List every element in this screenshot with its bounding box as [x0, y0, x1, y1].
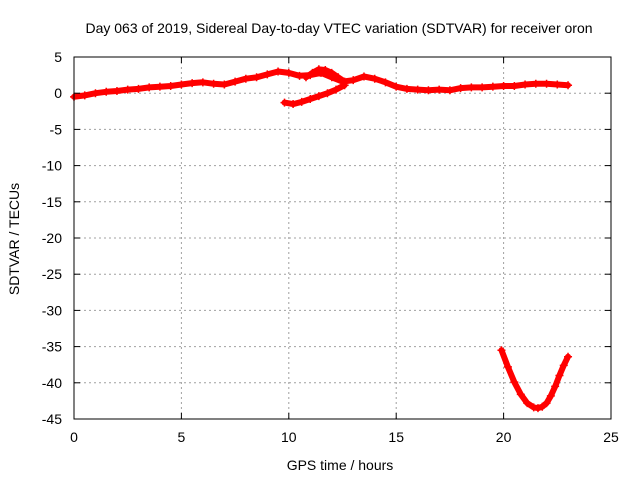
data-point: [166, 81, 175, 90]
data-point: [531, 79, 540, 88]
x-tick-label: 5: [178, 429, 186, 445]
data-point: [209, 79, 218, 88]
data-point: [295, 71, 304, 80]
chart-title: Day 063 of 2019, Sidereal Day-to-day VTE…: [85, 20, 592, 36]
data-point: [321, 66, 330, 75]
data-point: [284, 68, 293, 77]
data-point: [551, 382, 560, 391]
data-point: [381, 78, 390, 87]
data-point: [323, 89, 332, 98]
data-point: [188, 79, 197, 88]
data-point: [301, 73, 310, 82]
grid: [74, 57, 611, 419]
data-point: [220, 80, 229, 89]
data-point: [314, 92, 323, 101]
data-point: [263, 70, 272, 79]
data-point: [478, 83, 487, 92]
x-axis: 0 5 10 15 20 25: [70, 57, 619, 445]
data-point: [308, 68, 317, 77]
data-point: [488, 82, 497, 91]
data-point: [503, 362, 512, 371]
data-point: [510, 81, 519, 90]
data-point: [456, 84, 465, 93]
data-point: [510, 378, 519, 387]
data-point: [402, 84, 411, 93]
data-point: [533, 404, 542, 413]
data-point: [349, 76, 358, 85]
data-point: [559, 361, 568, 370]
data-point: [252, 73, 261, 82]
data-point: [198, 78, 207, 87]
data-point: [497, 346, 506, 355]
data-point: [297, 97, 306, 106]
data-point: [80, 91, 89, 100]
data-point: [542, 399, 551, 408]
data-point: [274, 67, 283, 76]
y-tick-label: -20: [42, 230, 62, 246]
data-point: [241, 74, 250, 83]
data-point: [553, 80, 562, 89]
data-point: [564, 352, 573, 361]
y-tick-label: 0: [54, 85, 62, 101]
data-point: [280, 98, 289, 107]
data-point: [359, 72, 368, 81]
data-point: [546, 391, 555, 400]
data-point: [112, 87, 121, 96]
data-point: [467, 83, 476, 92]
data-point: [177, 80, 186, 89]
y-axis-label: SDTVAR / TECUs: [6, 183, 22, 295]
y-tick-label: -45: [42, 411, 62, 427]
x-tick-label: 0: [70, 429, 78, 445]
series-low-arc: [498, 347, 571, 412]
data-point: [334, 73, 343, 82]
x-axis-label: GPS time / hours: [287, 457, 394, 473]
y-tick-label: -10: [42, 158, 62, 174]
data-point: [91, 89, 100, 98]
data-point: [231, 77, 240, 86]
data-point: [155, 82, 164, 91]
data-point: [327, 68, 336, 77]
y-tick-label: -35: [42, 339, 62, 355]
data-point: [306, 94, 315, 103]
y-axis: 5 0 -5 -10 -15 -20 -25 -30 -35 -40 -45: [42, 49, 611, 427]
data-point: [542, 79, 551, 88]
data-point: [538, 402, 547, 411]
x-tick-label: 15: [388, 429, 404, 445]
data-point: [123, 85, 132, 94]
y-tick-label: 5: [54, 49, 62, 65]
y-tick-label: -25: [42, 266, 62, 282]
x-tick-label: 20: [496, 429, 512, 445]
series-layer: [70, 65, 573, 413]
data-point: [435, 85, 444, 94]
data-point: [564, 81, 573, 90]
data-point: [392, 82, 401, 91]
y-tick-label: -40: [42, 375, 62, 391]
data-point: [523, 399, 532, 408]
data-point: [424, 86, 433, 95]
data-point: [134, 84, 143, 93]
data-point: [521, 80, 530, 89]
y-tick-label: -30: [42, 302, 62, 318]
data-point: [370, 74, 379, 83]
data-point: [340, 77, 349, 86]
data-point: [516, 390, 525, 399]
data-point: [102, 87, 111, 96]
data-point: [499, 81, 508, 90]
data-point: [332, 85, 341, 94]
y-tick-label: -5: [50, 121, 63, 137]
data-point: [555, 371, 564, 380]
x-tick-label: 10: [281, 429, 297, 445]
data-point: [145, 83, 154, 92]
data-point: [289, 100, 298, 109]
y-tick-label: -15: [42, 194, 62, 210]
data-point: [445, 86, 454, 95]
x-tick-label: 25: [603, 429, 619, 445]
data-point: [413, 85, 422, 94]
